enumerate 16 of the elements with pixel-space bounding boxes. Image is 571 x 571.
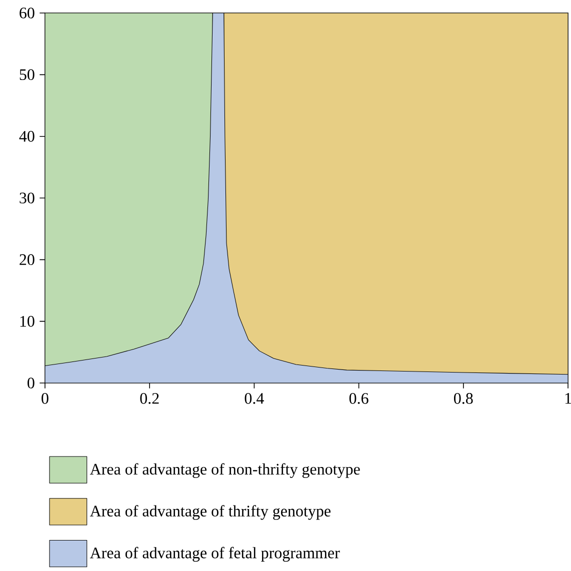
y-tick-label: 50: [20, 69, 34, 80]
x-tick-label: 0.6: [349, 393, 368, 404]
y-tick-label: 20: [20, 254, 34, 266]
legend-label: Area of advantage of non-thrifty genotype: [90, 463, 360, 478]
legend-label: Area of advantage of fetal programmer: [90, 546, 340, 562]
y-tick-label: 60: [20, 8, 34, 18]
y-tick-label: 10: [20, 316, 34, 327]
x-tick-label: 0.2: [140, 393, 159, 404]
y-tick-label: 40: [19, 130, 34, 142]
x-tick-label: 0.4: [244, 393, 264, 404]
y-tick-label: 0: [28, 378, 34, 388]
x-tick-label: 0: [42, 393, 48, 404]
y-tick-label: 30: [20, 192, 34, 204]
legend-label: Area of advantage of thrifty genotype: [90, 505, 331, 520]
x-tick-label: 1: [565, 393, 571, 404]
x-tick-label: 0.8: [454, 393, 473, 404]
